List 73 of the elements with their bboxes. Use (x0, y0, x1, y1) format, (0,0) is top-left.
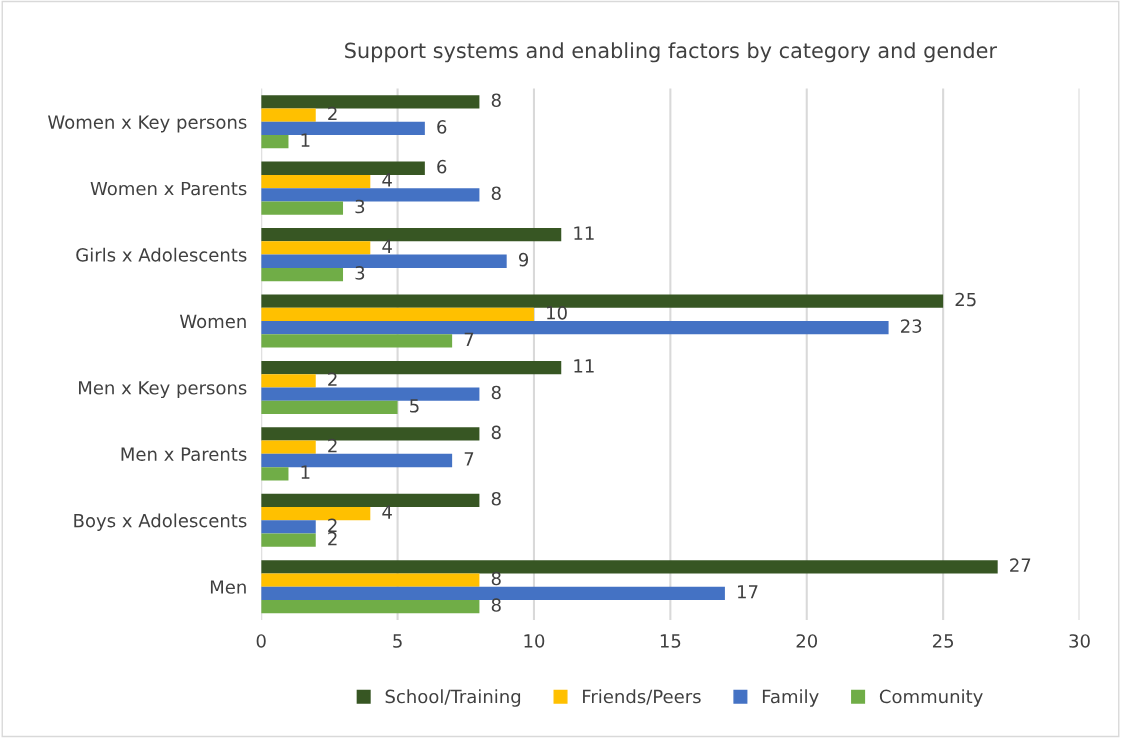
data-label: 11 (574, 359, 594, 373)
y-tick-label: Men (210, 580, 246, 594)
x-tick-label: 15 (660, 634, 681, 648)
y-tick-label: Men x Key persons (79, 381, 247, 399)
data-label: 2 (328, 438, 337, 453)
data-label: 27 (1010, 558, 1031, 572)
bar (261, 387, 480, 401)
bar (261, 374, 316, 388)
x-tick-label: 20 (796, 634, 818, 648)
data-label: 2 (328, 106, 337, 121)
y-tick-label: Girls x Adolescents (76, 247, 247, 262)
data-label: 8 (491, 186, 501, 201)
data-label: 1 (301, 465, 310, 479)
legend-label: School/Training (385, 689, 521, 707)
bar (261, 294, 944, 308)
bar (261, 267, 344, 282)
x-tick-label: 5 (393, 634, 402, 648)
bar (261, 599, 480, 614)
bar (261, 334, 453, 348)
data-label: 8 (491, 385, 501, 400)
data-label: 2 (328, 372, 337, 386)
data-label: 23 (901, 319, 922, 333)
data-label: 8 (491, 491, 501, 506)
bar (261, 241, 371, 255)
x-tick-label: 10 (524, 634, 545, 648)
data-label: 11 (574, 226, 594, 240)
bar (261, 161, 425, 175)
y-tick-label: Women x Parents (90, 181, 247, 196)
chart-title: Support systems and enabling factors by category and gender (345, 42, 997, 63)
data-label: 3 (355, 199, 365, 214)
x-tick-label: 25 (932, 634, 954, 648)
bar (261, 573, 480, 587)
bar (261, 307, 534, 322)
bar (261, 400, 398, 415)
data-label: 8 (491, 425, 501, 440)
data-label: 9 (518, 252, 529, 267)
bar (261, 533, 316, 547)
bar (261, 586, 725, 600)
data-label: 6 (437, 159, 447, 174)
x-tick-label: 0 (256, 634, 266, 648)
data-label: 8 (491, 571, 501, 586)
x-tick-label: 30 (1069, 634, 1090, 648)
bar (261, 254, 507, 268)
data-label: 17 (738, 585, 758, 599)
bar (261, 201, 344, 215)
y-tick-label: Women (179, 314, 246, 329)
data-label: 25 (955, 292, 976, 307)
data-label: 4 (382, 173, 392, 187)
data-label: 1 (301, 133, 310, 147)
legend-label: Friends/Peers (583, 689, 701, 705)
legend-label: Family (762, 689, 819, 707)
y-tick-label: Boys x Adolescents (74, 513, 247, 531)
data-label: 2 (328, 531, 337, 546)
data-label: 4 (382, 505, 392, 519)
bar (261, 440, 316, 454)
data-label: 3 (355, 266, 365, 280)
data-label: 6 (437, 119, 447, 134)
data-label: 7 (464, 332, 474, 346)
y-tick-label: Men x Parents (121, 447, 247, 461)
data-label: 5 (410, 399, 419, 413)
data-label: 2 (328, 518, 337, 532)
data-label: 8 (491, 598, 501, 612)
data-label: 10 (547, 305, 567, 320)
y-tick-label: Women x Key persons (47, 115, 247, 133)
data-label: 4 (382, 239, 392, 253)
bar (261, 108, 316, 122)
bar (261, 174, 371, 189)
data-label: 8 (491, 93, 501, 108)
legend-label: Community (879, 689, 983, 707)
data-label: 7 (464, 452, 474, 466)
bar (261, 520, 316, 534)
bar (261, 135, 289, 149)
bar (261, 467, 289, 481)
